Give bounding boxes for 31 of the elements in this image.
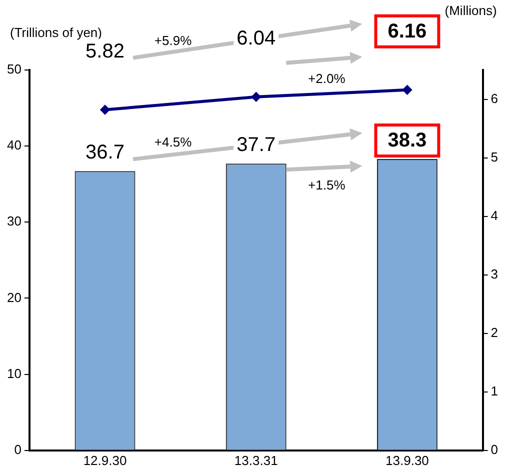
- x-tick-label: 12.9.30: [83, 452, 127, 468]
- x-tick-label: 13.9.30: [386, 452, 429, 468]
- point: [252, 92, 261, 102]
- y2-tick-label: 6: [490, 90, 498, 106]
- y-tick-label: 10: [6, 366, 22, 381]
- point: [100, 105, 110, 114]
- annotation: +2.0%: [308, 71, 346, 86]
- y2-tick-label: 0: [490, 442, 498, 457]
- y-tick-label: 30: [6, 214, 22, 229]
- y-axis-title: (Trillions of yen): [10, 25, 102, 40]
- data-label: 37.7: [236, 134, 276, 156]
- y-tick-label: 0: [14, 442, 22, 457]
- y-tick-label: 50: [6, 62, 22, 77]
- data-label: 36.7: [86, 142, 124, 164]
- data-label: 5.82: [86, 40, 124, 62]
- y-tick-label: 20: [6, 290, 22, 305]
- point: [402, 85, 412, 94]
- y-tick-label: 40: [6, 138, 22, 153]
- annotation: +4.5%: [154, 134, 192, 150]
- data-label: 6.04: [236, 27, 276, 50]
- annotation: +1.5%: [308, 178, 346, 193]
- y2-tick-label: 2: [490, 324, 498, 340]
- y2-tick-label: 1: [490, 383, 498, 398]
- y2-axis-title: (Millions): [444, 3, 497, 18]
- data-label: 38.3: [388, 130, 427, 152]
- data-label: 6.16: [388, 20, 427, 42]
- text: +5.9%: [154, 32, 192, 48]
- y2-tick-label: 4: [490, 208, 498, 223]
- y2-tick-label: 5: [490, 149, 498, 164]
- x-tick-label: 13.3.31: [234, 452, 278, 468]
- y2-tick-label: 3: [490, 266, 498, 282]
